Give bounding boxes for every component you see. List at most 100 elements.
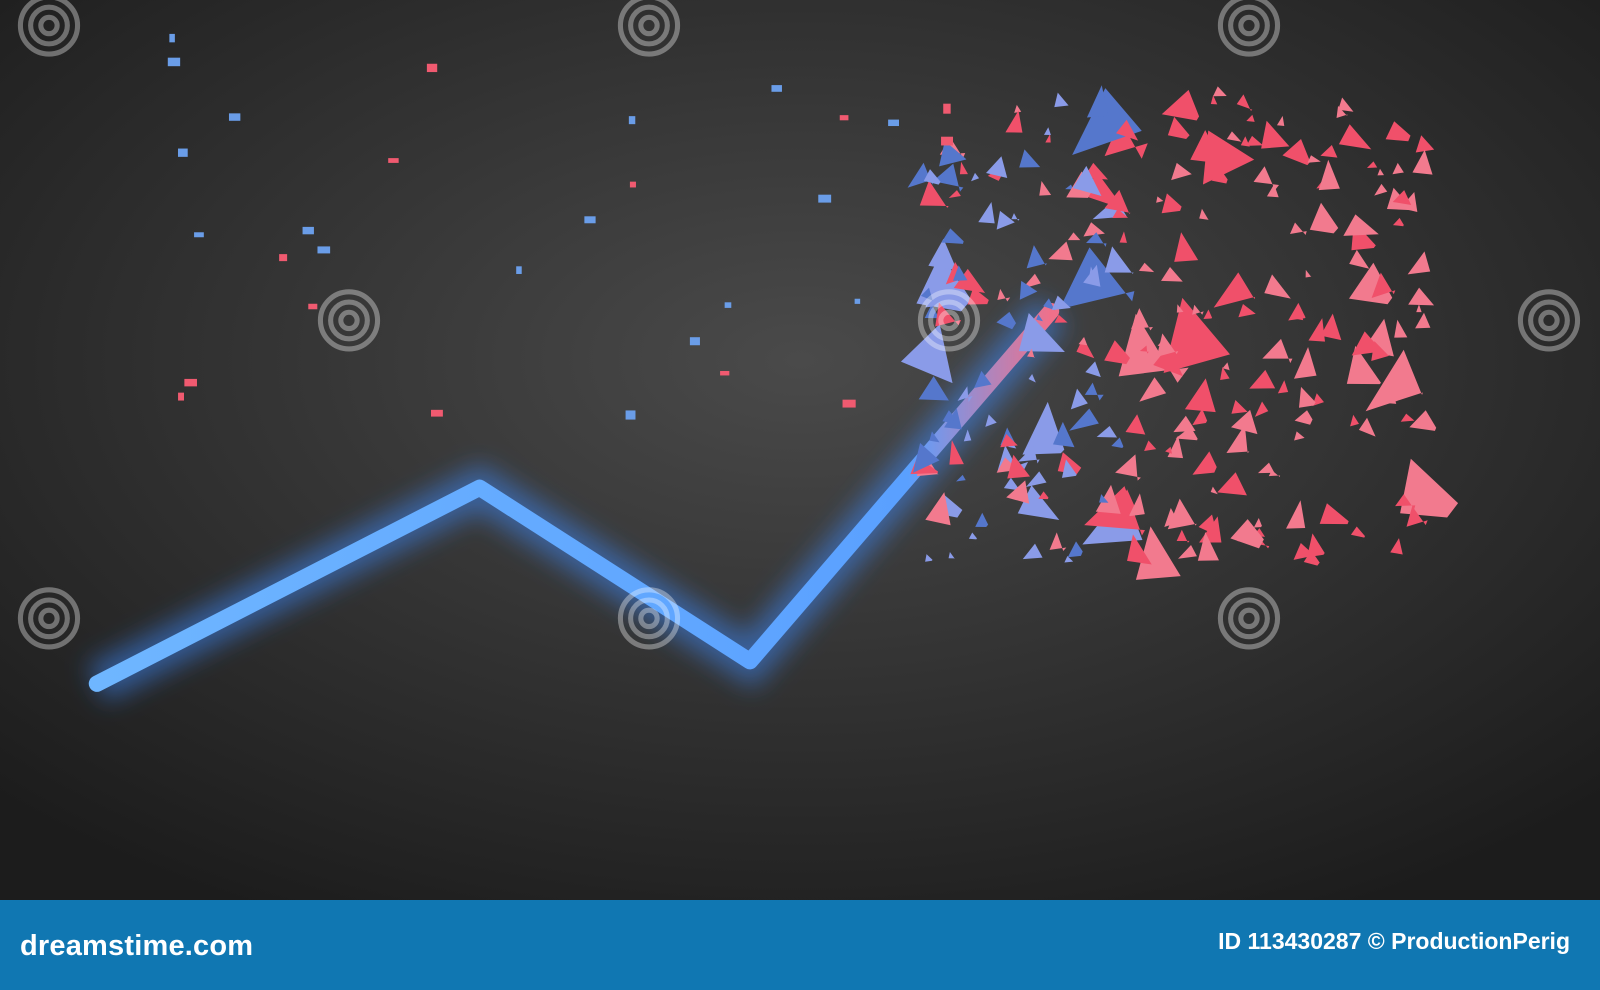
shard bbox=[1192, 451, 1217, 475]
shattered-fragments bbox=[167, 33, 1459, 580]
shard bbox=[1138, 262, 1155, 273]
shard bbox=[1163, 297, 1230, 373]
shard bbox=[1282, 138, 1311, 166]
shard bbox=[1125, 414, 1146, 435]
shard bbox=[689, 337, 700, 346]
watermark-spiral-icon bbox=[1528, 299, 1570, 342]
shard bbox=[1104, 119, 1148, 159]
shard bbox=[584, 216, 596, 224]
shard bbox=[1294, 431, 1305, 441]
shard bbox=[928, 238, 957, 271]
shard bbox=[1199, 208, 1209, 221]
shard bbox=[1350, 526, 1365, 538]
shard bbox=[942, 410, 955, 423]
shard bbox=[1420, 162, 1429, 170]
watermark-spiral-icon bbox=[1228, 4, 1270, 47]
watermark-spiral-icon bbox=[928, 299, 970, 342]
shard bbox=[628, 116, 636, 125]
shard bbox=[1309, 202, 1339, 234]
shard bbox=[1061, 459, 1077, 478]
shard bbox=[935, 302, 962, 327]
background bbox=[0, 0, 1600, 900]
shard bbox=[1308, 318, 1325, 342]
shard bbox=[1095, 484, 1121, 514]
shard bbox=[1276, 115, 1285, 127]
shard bbox=[925, 279, 948, 308]
shard bbox=[1007, 454, 1030, 479]
shard bbox=[996, 210, 1015, 230]
watermark-spiral-icon bbox=[1538, 309, 1560, 332]
shard bbox=[1392, 162, 1404, 175]
shard bbox=[1213, 272, 1255, 308]
shard bbox=[1104, 340, 1130, 365]
shard bbox=[1409, 410, 1437, 431]
shard bbox=[924, 304, 939, 319]
shard bbox=[1048, 241, 1073, 261]
shard bbox=[1080, 172, 1119, 207]
shard bbox=[1236, 94, 1253, 111]
shard bbox=[1210, 486, 1218, 495]
shard bbox=[1176, 529, 1190, 543]
shard bbox=[1072, 165, 1102, 197]
shard bbox=[1238, 303, 1256, 318]
shard bbox=[1294, 310, 1304, 321]
shard bbox=[1115, 454, 1141, 481]
shard bbox=[1294, 410, 1313, 425]
shard bbox=[1307, 155, 1321, 163]
shard bbox=[308, 303, 318, 310]
shard bbox=[1127, 534, 1152, 565]
shard bbox=[907, 162, 935, 188]
shard bbox=[967, 287, 989, 305]
shard bbox=[1249, 369, 1276, 389]
shard bbox=[1192, 408, 1208, 426]
shard bbox=[1377, 168, 1384, 176]
shard bbox=[1261, 120, 1290, 149]
shard bbox=[1226, 424, 1250, 454]
shard bbox=[1043, 298, 1055, 311]
shard bbox=[1264, 274, 1291, 299]
watermark-spiral-icon bbox=[617, 587, 681, 650]
footer-bar: dreamstime.com ID 113430287 © Production… bbox=[0, 900, 1600, 990]
shard bbox=[1415, 312, 1431, 329]
shard bbox=[1374, 183, 1388, 196]
shard bbox=[1019, 149, 1041, 168]
shard bbox=[720, 370, 730, 376]
shard bbox=[1003, 477, 1020, 491]
shard bbox=[996, 311, 1017, 330]
shard bbox=[1234, 435, 1245, 445]
shard bbox=[279, 254, 288, 262]
watermark-spiral-icon bbox=[317, 289, 381, 352]
shard bbox=[1358, 417, 1376, 437]
shard bbox=[1171, 162, 1192, 181]
shard bbox=[1067, 232, 1081, 241]
brand-logo-text[interactable]: dreamstime.com bbox=[20, 930, 254, 962]
shard bbox=[1111, 437, 1124, 449]
shard bbox=[971, 172, 980, 182]
shard bbox=[1069, 408, 1099, 431]
watermark-spiral-icon bbox=[638, 14, 660, 37]
shard bbox=[1128, 493, 1145, 517]
shard bbox=[953, 268, 986, 294]
shard bbox=[1083, 264, 1101, 287]
shard bbox=[1086, 85, 1109, 118]
shard bbox=[1039, 181, 1052, 196]
shard bbox=[818, 194, 832, 203]
shard bbox=[1385, 121, 1411, 142]
shard bbox=[1019, 280, 1038, 300]
shard bbox=[1262, 338, 1293, 364]
shard bbox=[317, 246, 331, 254]
watermark-spiral-icon bbox=[338, 309, 360, 332]
shard bbox=[178, 392, 184, 401]
shard bbox=[888, 119, 899, 127]
watermark-spiral-icon bbox=[917, 289, 981, 352]
shard bbox=[1112, 208, 1129, 219]
shard bbox=[948, 190, 961, 199]
shard bbox=[1057, 452, 1082, 475]
shard bbox=[1366, 161, 1378, 169]
shard bbox=[1078, 337, 1088, 346]
shard bbox=[1104, 246, 1134, 274]
shard bbox=[1226, 131, 1242, 142]
shard bbox=[919, 180, 949, 208]
shard bbox=[1408, 287, 1435, 306]
shard bbox=[1000, 433, 1018, 448]
